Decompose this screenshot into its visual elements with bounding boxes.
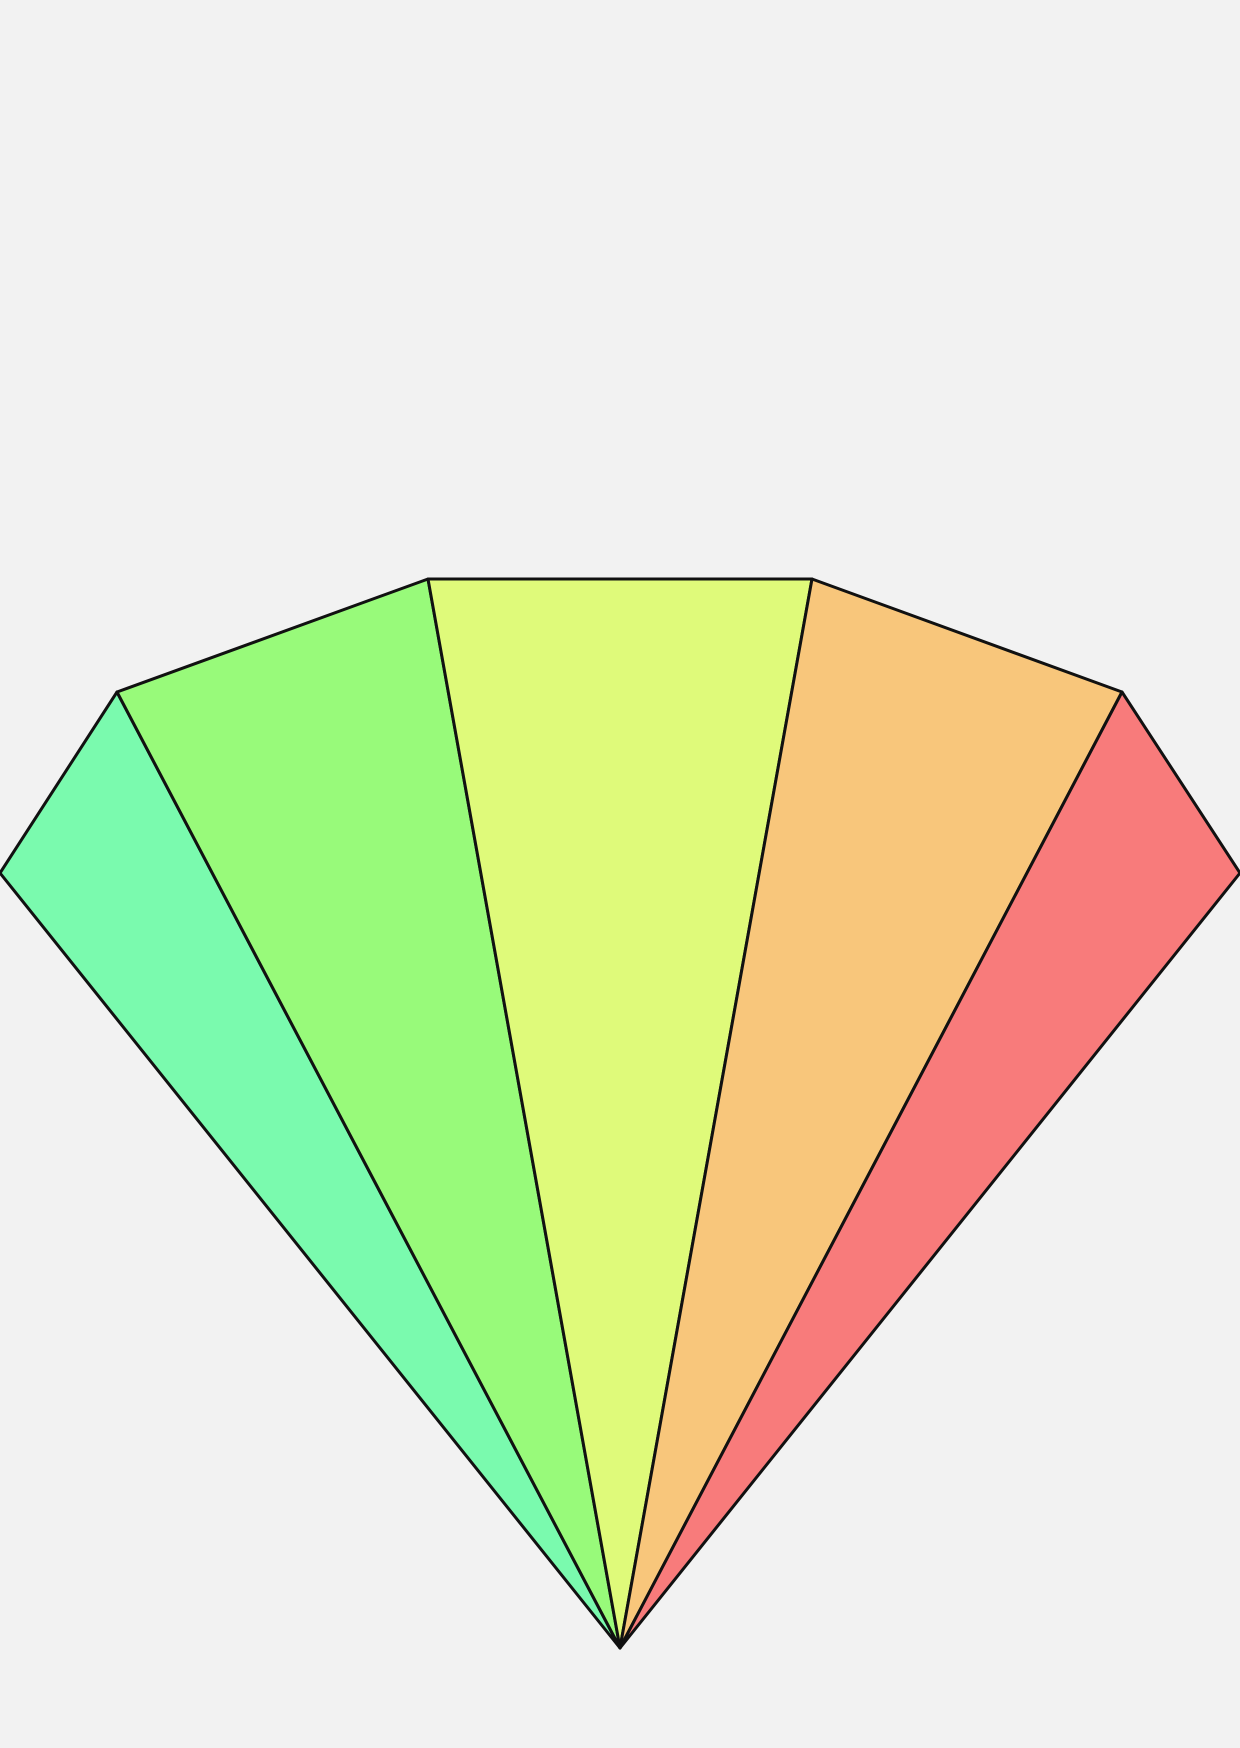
segment-red (618, 690, 1240, 1650)
